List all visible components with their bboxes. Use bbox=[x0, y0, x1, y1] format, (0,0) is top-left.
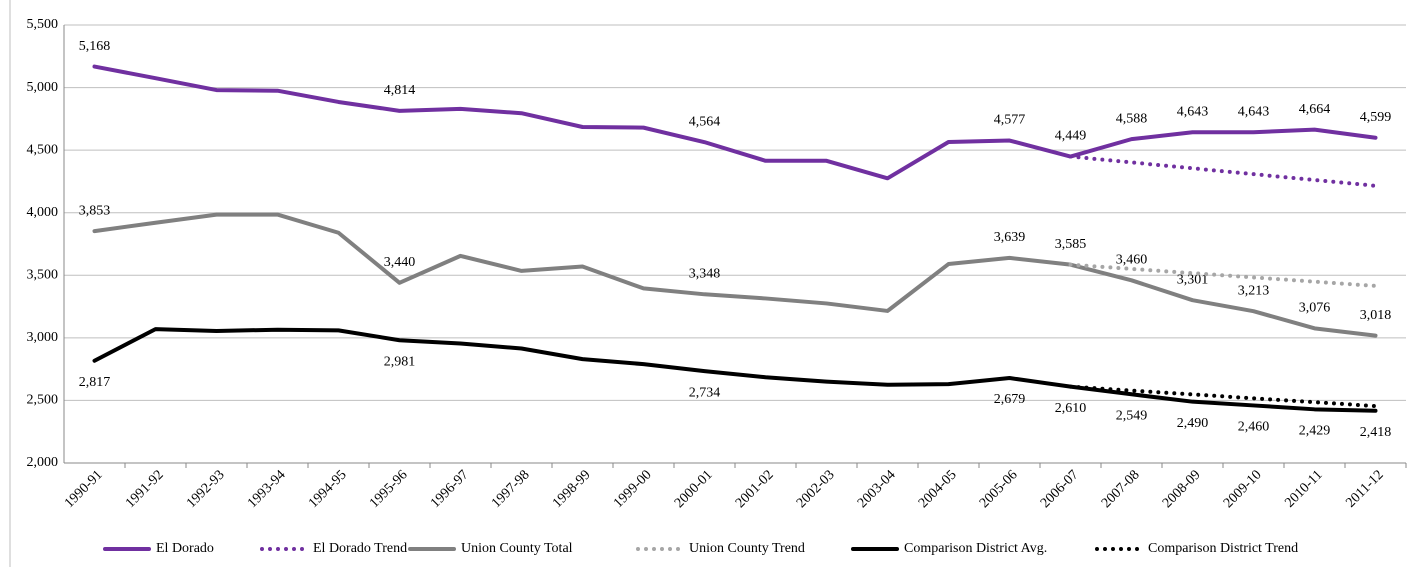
data-label: 2,460 bbox=[1238, 420, 1270, 435]
series-line bbox=[1068, 154, 1378, 188]
data-label: 2,981 bbox=[384, 354, 416, 369]
x-tick-label: 2010-11 bbox=[1282, 467, 1325, 510]
data-label: 4,643 bbox=[1238, 104, 1270, 119]
x-tick-label: 1992-93 bbox=[184, 467, 228, 511]
x-tick-label: 1997-98 bbox=[489, 467, 533, 511]
series-line bbox=[92, 64, 1378, 181]
legend-label: Comparison District Trend bbox=[1148, 541, 1298, 556]
series-line bbox=[92, 212, 1378, 338]
data-label: 4,577 bbox=[994, 113, 1026, 128]
x-tick-label: 1991-92 bbox=[123, 467, 167, 511]
data-label: 3,440 bbox=[384, 255, 416, 270]
data-label: 2,817 bbox=[79, 375, 111, 390]
x-tick-label: 2001-02 bbox=[733, 467, 777, 511]
y-tick-label: 4,500 bbox=[27, 142, 59, 157]
data-label: 3,460 bbox=[1116, 253, 1148, 268]
x-tick-label: 2000-01 bbox=[672, 467, 716, 511]
data-label: 2,549 bbox=[1116, 409, 1148, 424]
data-label: 3,639 bbox=[994, 230, 1026, 245]
x-tick-label: 1998-99 bbox=[550, 467, 594, 511]
x-tick-label: 2008-09 bbox=[1160, 467, 1204, 511]
data-label: 5,168 bbox=[79, 39, 111, 54]
data-label: 3,853 bbox=[79, 203, 111, 218]
legend-label: El Dorado Trend bbox=[313, 541, 407, 556]
data-label: 3,585 bbox=[1055, 237, 1087, 252]
legend-label: Comparison District Avg. bbox=[904, 541, 1047, 556]
x-tick-label: 2011-12 bbox=[1343, 467, 1386, 510]
data-label: 4,599 bbox=[1360, 110, 1392, 125]
data-label: 4,564 bbox=[689, 114, 721, 129]
data-label: 3,301 bbox=[1177, 272, 1209, 287]
x-tick-label: 2009-10 bbox=[1221, 467, 1265, 511]
x-tick-label: 2007-08 bbox=[1099, 467, 1143, 511]
series-line bbox=[92, 327, 1378, 413]
x-tick-label: 2005-06 bbox=[977, 467, 1021, 511]
data-label: 2,490 bbox=[1177, 416, 1209, 431]
x-tick-label: 1990-91 bbox=[62, 467, 106, 511]
y-tick-label: 3,500 bbox=[27, 268, 59, 283]
data-label: 4,643 bbox=[1177, 104, 1209, 119]
data-label: 4,588 bbox=[1116, 111, 1148, 126]
x-tick-label: 2002-03 bbox=[794, 467, 838, 511]
x-tick-label: 1996-97 bbox=[428, 467, 472, 511]
data-label: 2,679 bbox=[994, 392, 1026, 407]
data-label: 3,213 bbox=[1238, 283, 1270, 298]
data-label: 2,734 bbox=[689, 385, 721, 400]
data-label: 4,814 bbox=[384, 83, 416, 98]
legend-label: El Dorado bbox=[156, 541, 214, 556]
x-tick-label: 2003-04 bbox=[855, 467, 899, 511]
legend-label: Union County Total bbox=[461, 541, 573, 556]
y-tick-label: 3,000 bbox=[27, 330, 59, 345]
legend-label: Union County Trend bbox=[689, 541, 805, 556]
x-tick-label: 2004-05 bbox=[916, 467, 960, 511]
x-tick-label: 1995-96 bbox=[367, 467, 411, 511]
x-tick-label: 2006-07 bbox=[1038, 467, 1082, 511]
data-label: 4,664 bbox=[1299, 102, 1331, 117]
data-label: 2,610 bbox=[1055, 401, 1087, 416]
y-tick-label: 5,500 bbox=[27, 17, 59, 32]
x-tick-label: 1994-95 bbox=[306, 467, 350, 511]
x-tick-label: 1993-94 bbox=[245, 467, 289, 511]
data-label: 4,449 bbox=[1055, 129, 1087, 144]
x-tick-label: 1999-00 bbox=[611, 467, 655, 511]
y-tick-label: 5,000 bbox=[27, 80, 59, 95]
data-label: 3,018 bbox=[1360, 308, 1392, 323]
y-tick-label: 2,500 bbox=[27, 393, 59, 408]
data-label: 3,076 bbox=[1299, 301, 1331, 316]
y-tick-label: 4,000 bbox=[27, 205, 59, 220]
series-line bbox=[1068, 384, 1378, 409]
data-label: 3,348 bbox=[689, 267, 721, 282]
series-line bbox=[1068, 262, 1378, 288]
data-label: 2,429 bbox=[1299, 424, 1331, 439]
data-label: 2,418 bbox=[1360, 425, 1392, 440]
y-tick-label: 2,000 bbox=[27, 455, 59, 470]
